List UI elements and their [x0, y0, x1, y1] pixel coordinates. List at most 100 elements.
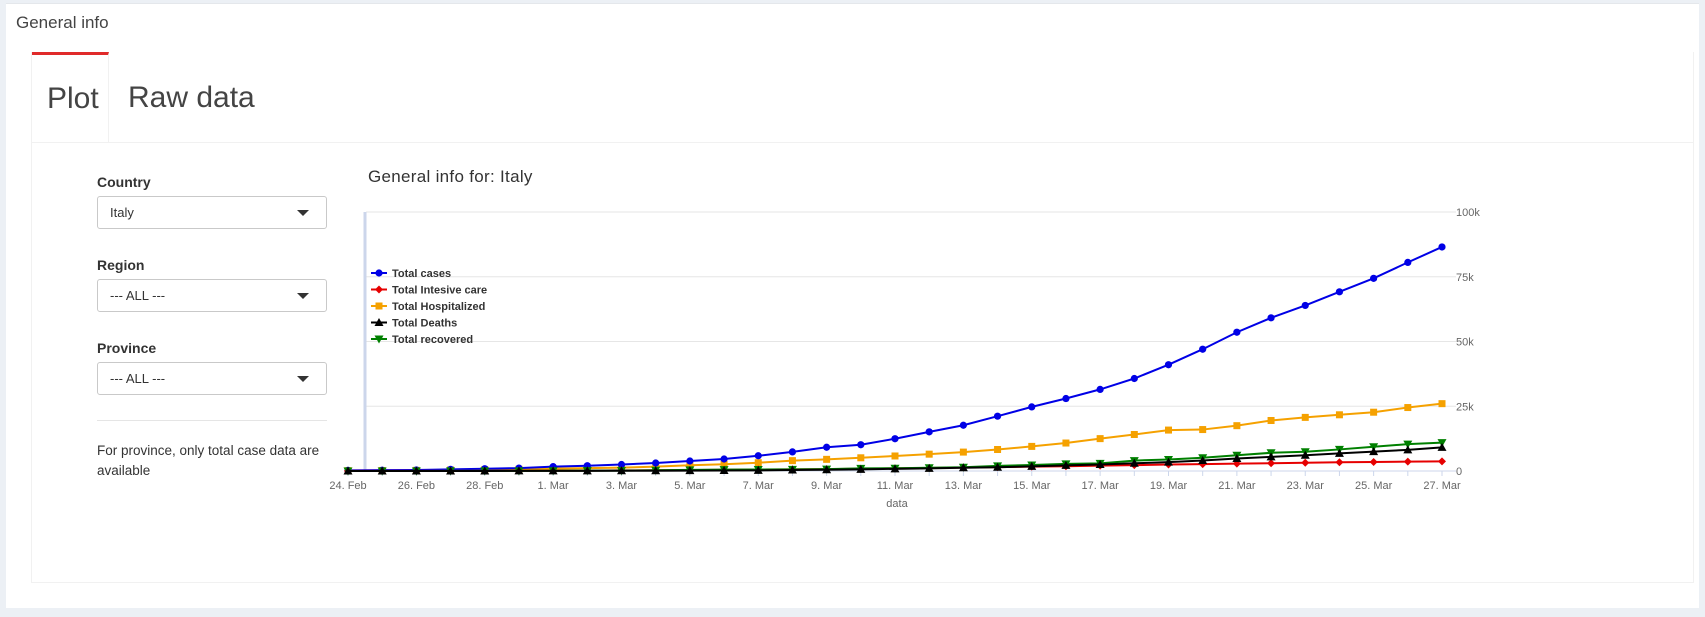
data-point [617, 460, 626, 469]
legend-item[interactable]: Total cases [371, 268, 451, 280]
chart-series [343, 243, 1447, 476]
data-point [1335, 458, 1344, 467]
data-point [1335, 411, 1343, 419]
legend-item[interactable]: Total recovered [371, 334, 473, 346]
x-axis: 24. Feb 26. Feb 28. Feb 1. Mar 3. Mar 5. Mar 7… [329, 471, 1461, 492]
data-point [1300, 450, 1310, 459]
x-tick-label: 23. Mar [1287, 480, 1325, 492]
region-value: --- ALL --- [110, 288, 166, 303]
tab-raw-data[interactable]: Raw data [128, 81, 255, 114]
data-point [1198, 456, 1208, 465]
box-title: General info [16, 13, 109, 32]
x-tick-label: 7. Mar [743, 480, 775, 492]
province-note: For province, only total case data are a… [97, 443, 320, 478]
data-point [1403, 445, 1413, 454]
data-point [720, 455, 728, 463]
legend-item[interactable]: Total Intesive care [371, 285, 487, 297]
y-tick-label: 25k [1456, 401, 1474, 413]
x-tick-label: 15. Mar [1013, 480, 1051, 492]
data-point [1232, 454, 1242, 463]
data-point [823, 455, 831, 463]
chart-grid [366, 211, 1456, 472]
region-select[interactable]: --- ALL --- [97, 279, 327, 312]
x-tick-label: 19. Mar [1150, 480, 1188, 492]
legend-item[interactable]: Total Deaths [371, 318, 457, 330]
data-point [1403, 457, 1412, 466]
province-value: --- ALL --- [110, 371, 166, 386]
data-point [925, 428, 933, 436]
y-tick-label: 75k [1456, 272, 1474, 284]
data-point [891, 452, 899, 460]
data-point [1129, 458, 1139, 467]
x-tick-label: 25. Mar [1355, 480, 1393, 492]
data-point [994, 446, 1002, 454]
country-select[interactable]: Italy [97, 196, 327, 229]
tab-panel: Plot Raw data Country Italy Region --- A… [31, 52, 1694, 583]
x-tick-label: 17. Mar [1081, 480, 1119, 492]
data-point [822, 465, 832, 474]
data-point [890, 464, 900, 473]
data-point [993, 412, 1002, 420]
data-point [1437, 442, 1447, 451]
data-point [857, 454, 865, 462]
data-point [1438, 400, 1446, 408]
data-point [375, 302, 383, 310]
tab-bar: Plot Raw data [32, 52, 1693, 143]
x-tick-label: 1. Mar [538, 480, 570, 492]
province-label: Province [97, 340, 157, 356]
x-tick-label: 24. Feb [329, 480, 366, 492]
data-point [788, 448, 797, 456]
region-label: Region [97, 257, 145, 273]
chart-legend[interactable]: Total cases Total Intesive care Total Hosp… [371, 268, 487, 346]
data-point [1369, 457, 1378, 466]
tab-plot[interactable]: Plot [32, 52, 109, 142]
data-point [1028, 403, 1036, 411]
data-point [959, 421, 967, 429]
data-point [1301, 413, 1309, 421]
data-point [1334, 448, 1344, 457]
series-total-hospitalized [344, 400, 1446, 475]
data-point [374, 318, 384, 326]
data-point [857, 441, 865, 449]
data-point [1335, 288, 1344, 296]
data-point [891, 435, 899, 443]
x-tick-label: 5. Mar [674, 480, 706, 492]
legend-label: Total recovered [392, 334, 473, 346]
x-tick-label: 11. Mar [877, 480, 914, 492]
data-point [856, 464, 866, 473]
legend-label: Total Deaths [392, 318, 457, 330]
data-point [958, 463, 968, 472]
x-axis-label: data [886, 498, 908, 510]
legend-item[interactable]: Total Hospitalized [371, 301, 485, 313]
data-point [924, 463, 934, 472]
divider [97, 420, 327, 421]
data-point [1199, 426, 1207, 434]
caret-down-icon [297, 210, 309, 216]
data-point [514, 466, 524, 475]
data-point [1130, 430, 1138, 438]
data-point [480, 466, 490, 475]
data-point [1404, 258, 1412, 267]
province-select[interactable]: --- ALL --- [97, 362, 327, 395]
data-point [1233, 328, 1241, 336]
data-point [1199, 345, 1207, 353]
data-point [548, 466, 558, 475]
data-point [1369, 447, 1379, 456]
data-point [651, 466, 661, 475]
data-point [1130, 374, 1138, 383]
data-point [686, 457, 694, 465]
data-point [582, 466, 592, 475]
data-point [411, 466, 421, 475]
data-point [925, 450, 933, 458]
data-point [1027, 461, 1037, 470]
data-point [1267, 459, 1276, 468]
data-point [1438, 457, 1446, 466]
country-value: Italy [110, 205, 134, 220]
data-point [1096, 385, 1104, 393]
data-point [754, 459, 762, 467]
data-point [1028, 442, 1036, 450]
general-info-chart: General info for: Italy 0 25k 50k 75k 100k 2… [329, 167, 1480, 510]
data-point [1301, 301, 1309, 310]
data-point [1404, 404, 1412, 412]
y-tick-label: 50k [1456, 337, 1474, 349]
